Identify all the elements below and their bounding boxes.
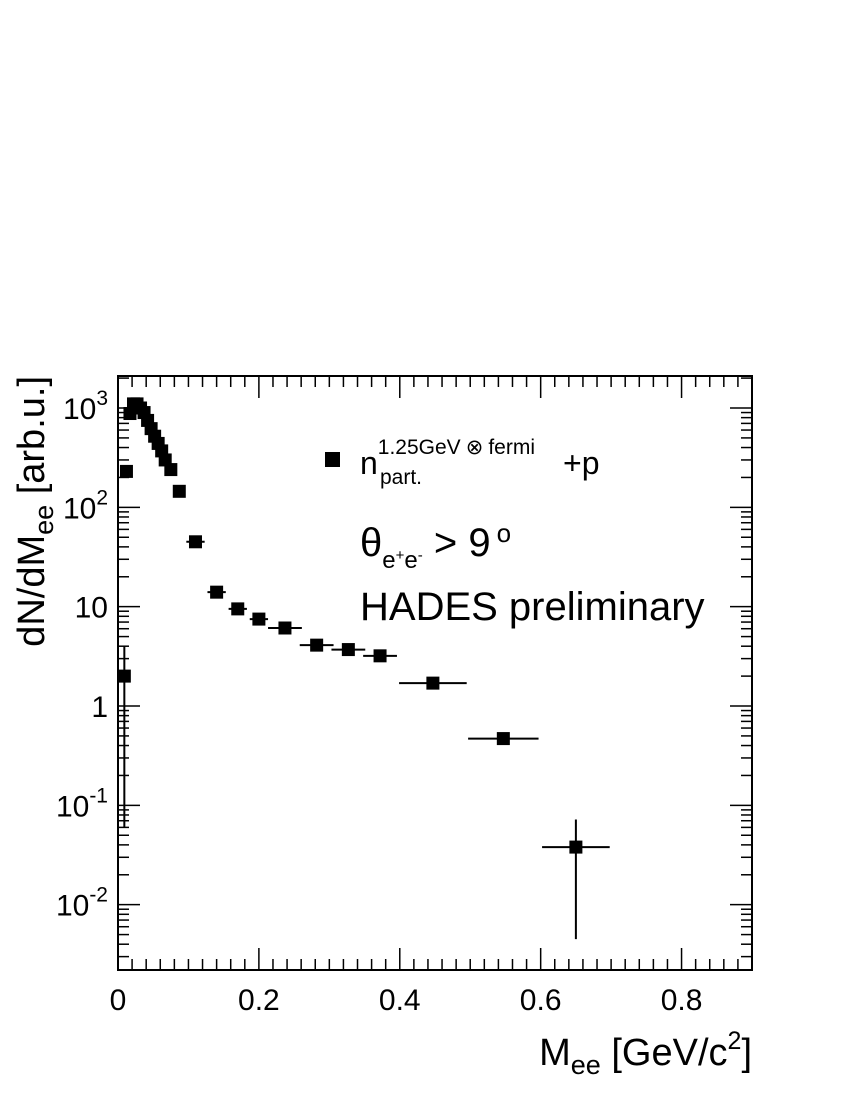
theta-sub-e2: e	[404, 547, 417, 574]
plot-frame	[117, 375, 753, 971]
x-tick-label: 0.8	[661, 984, 703, 1017]
data-point	[399, 676, 467, 690]
legend-suffix: +p	[563, 445, 599, 481]
data-point	[119, 464, 133, 478]
x-title-main: M	[539, 1032, 571, 1074]
data-point	[299, 638, 334, 652]
data-point	[117, 646, 131, 828]
marker	[496, 732, 510, 746]
data-point	[542, 819, 610, 940]
marker	[278, 621, 292, 635]
x-tick-label: 0.4	[379, 984, 421, 1017]
marker	[252, 612, 266, 626]
data-point	[331, 643, 366, 657]
legend-sup: 1.25GeV	[378, 436, 461, 459]
y-tick-label: 10-1	[56, 784, 108, 823]
x-tick-label: 0	[110, 984, 127, 1017]
y-tick-label: 103	[63, 387, 108, 426]
marker	[373, 649, 387, 663]
theta-sub-plus: +	[396, 547, 405, 564]
marker	[119, 464, 133, 478]
marker	[164, 463, 178, 477]
legend-main: n	[360, 445, 378, 481]
legend: n1.25GeV ⊗ fermi part. +p	[325, 425, 599, 491]
x-axis-title: Mee [GeV/c2]	[539, 1027, 752, 1080]
legend-sub: part.	[380, 466, 422, 489]
legend-sup2: fermi	[488, 436, 535, 459]
theta-sub-e1: e	[382, 547, 395, 574]
x-title-end: ]	[741, 1032, 752, 1074]
marker	[310, 638, 324, 652]
marker	[231, 602, 245, 616]
y-title-rest: [arb.u.]	[11, 376, 53, 505]
marker	[426, 676, 440, 690]
data-point	[363, 649, 397, 663]
marker	[341, 643, 355, 657]
marker	[188, 535, 202, 549]
data-point	[207, 585, 226, 599]
data-points	[117, 397, 610, 940]
data-point	[468, 732, 539, 746]
marker	[117, 669, 131, 683]
data-point	[164, 463, 178, 477]
data-point	[268, 621, 302, 635]
x-tick-label: 0.6	[520, 984, 562, 1017]
y-tick-label: 1	[91, 691, 108, 724]
y-tick-label: 10-2	[56, 884, 108, 923]
experiment-label: HADES preliminary	[360, 585, 705, 629]
data-point	[186, 535, 205, 549]
y-axis-title: dN/dMee [arb.u.]	[11, 376, 59, 647]
theta-sub-minus: -	[418, 547, 423, 564]
x-title-sup: 2	[728, 1027, 742, 1055]
marker	[210, 585, 224, 599]
theta-degree: o	[497, 518, 511, 548]
data-point	[249, 612, 269, 626]
x-tick-label: 0.2	[238, 984, 280, 1017]
theta-rest: > 9	[423, 521, 491, 565]
legend-marker	[325, 452, 340, 467]
data-point	[228, 602, 247, 616]
marker	[569, 840, 583, 854]
y-tick-label: 102	[63, 486, 108, 525]
tick-labels: 0 0.2 0.4 0.6 0.8 10-2 10-1 1 10 102 103	[56, 387, 702, 1017]
legend-text: n1.25GeV ⊗ fermi part. +p	[360, 425, 599, 491]
axis-ticks	[117, 376, 753, 970]
x-title-sub: ee	[571, 1050, 601, 1080]
y-title-pre: dN/dM	[11, 535, 53, 647]
marker	[172, 484, 186, 498]
legend-otimes: ⊗	[466, 436, 484, 459]
y-title-sub: ee	[29, 505, 59, 535]
y-tick-label: 10	[75, 592, 108, 625]
data-point	[172, 484, 186, 498]
x-title-rest: [GeV/c	[601, 1032, 728, 1074]
theta-symbol: θ	[360, 521, 382, 565]
